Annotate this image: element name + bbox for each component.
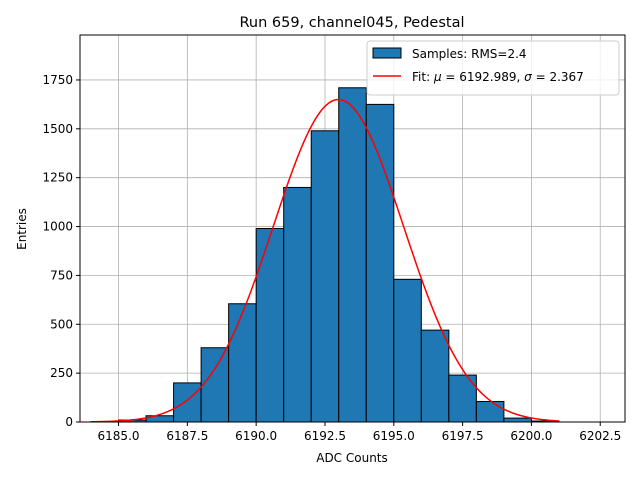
histogram-bar: [255, 228, 285, 423]
histogram-bar: [200, 347, 230, 423]
x-tick-label: 6195.0: [373, 429, 415, 443]
x-axis-label: ADC Counts: [316, 451, 388, 465]
y-tick-label: 500: [50, 317, 73, 331]
y-axis-ticks: 0 250 500 750 1000 1250 1500 1750: [42, 73, 80, 429]
legend-mu-value: = 6192.989,: [442, 70, 525, 84]
x-tick-label: 6197.5: [442, 429, 484, 443]
chart-title: Run 659, channel045, Pedestal: [239, 15, 464, 31]
legend-box: [366, 40, 620, 96]
histogram-bar: [338, 87, 367, 423]
histogram-bar: [393, 278, 422, 423]
x-tick-label: 6185.0: [98, 429, 140, 443]
legend-fit-label: Fit: μ = 6192.989, σ = 2.367: [412, 70, 584, 84]
histogram-bar: [310, 130, 340, 423]
histogram-bar: [228, 303, 257, 423]
legend-sigma-value: = 2.367: [532, 70, 584, 84]
x-tick-label: 6187.5: [166, 429, 208, 443]
histogram-bar: [365, 103, 395, 423]
legend-mu-symbol: μ: [433, 70, 442, 84]
x-tick-label: 6192.5: [304, 429, 346, 443]
y-tick-label: 0: [65, 415, 73, 429]
x-tick-label: 6200.0: [510, 429, 552, 443]
histogram-bar: [420, 329, 450, 423]
histogram-bars: [90, 87, 560, 423]
y-tick-label: 1000: [42, 220, 73, 234]
y-axis-label: Entries: [15, 208, 29, 250]
y-tick-label: 1500: [42, 122, 73, 136]
y-tick-label: 250: [50, 366, 73, 380]
y-tick-label: 1750: [42, 73, 73, 87]
legend-samples-swatch: [372, 47, 402, 59]
legend-fit-prefix: Fit:: [412, 70, 434, 84]
histogram-bar: [503, 417, 532, 423]
x-axis-ticks: 6185.0 6187.5 6190.0 6192.5 6195.0 6197.5 6200…: [98, 422, 621, 443]
x-tick-label: 6202.5: [579, 429, 621, 443]
histogram-bar: [475, 400, 505, 423]
histogram-bar: [283, 186, 312, 423]
plot-frame: [79, 34, 626, 423]
y-tick-label: 1250: [42, 171, 73, 185]
fit-curve: [91, 98, 559, 423]
legend: Samples: RMS=2.4 Fit: μ = 6192.989, σ = …: [366, 40, 620, 96]
x-tick-label: 6190.0: [235, 429, 277, 443]
y-tick-label: 750: [50, 268, 73, 282]
legend-sigma-symbol: σ: [524, 70, 532, 84]
legend-samples-label: Samples: RMS=2.4: [412, 47, 527, 61]
histogram-bar: [173, 382, 202, 423]
